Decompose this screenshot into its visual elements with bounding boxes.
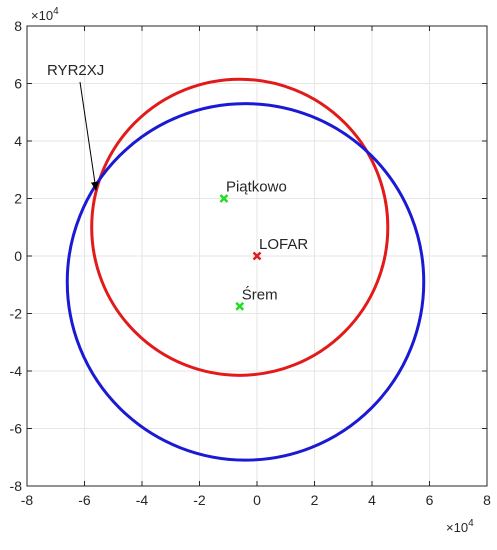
marker-piątkowo <box>219 194 229 203</box>
y-tick-label: 4 <box>14 133 22 149</box>
station-markers: LOFAR Piątkowo Śrem <box>219 179 308 311</box>
y-axis-ticks: -8 -6 -4 -2 0 2 4 6 8 <box>10 18 487 494</box>
y-tick-label: 8 <box>14 18 22 34</box>
annotation-label: RYR2XJ <box>47 62 104 79</box>
x-tick-label: 0 <box>253 492 261 508</box>
y-tick-label: -2 <box>10 306 23 322</box>
blue-range-circle <box>65 102 426 462</box>
x-tick-label: 8 <box>483 492 491 508</box>
x-tick-label: 4 <box>368 492 376 508</box>
marker-stroke <box>252 251 262 261</box>
x-axis-ticks: -8 -6 -4 -2 0 2 4 6 8 <box>21 26 491 508</box>
label-lofar: LOFAR <box>259 236 308 253</box>
label-piątkowo: Piątkowo <box>226 179 287 196</box>
x-tick-label: -6 <box>78 492 91 508</box>
marker-lofar <box>252 251 262 261</box>
y-tick-label: -4 <box>10 363 23 379</box>
marker-stroke <box>235 301 245 311</box>
y-tick-label: 6 <box>14 76 22 92</box>
marker-śrem <box>235 301 245 311</box>
marker-stroke <box>219 194 229 203</box>
annotations: RYR2XJ <box>47 62 104 191</box>
range-circles <box>65 77 426 462</box>
x-exponent-label: ×104 <box>446 518 474 535</box>
x-tick-label: -2 <box>193 492 206 508</box>
y-tick-label: -6 <box>10 421 23 437</box>
y-tick-label: 0 <box>14 248 22 264</box>
x-tick-label: -8 <box>21 492 34 508</box>
x-tick-label: 6 <box>426 492 434 508</box>
annotation-arrow <box>79 81 99 191</box>
y-tick-label: -8 <box>10 478 23 494</box>
x-tick-label: 2 <box>311 492 319 508</box>
x-tick-label: -4 <box>136 492 149 508</box>
y-exponent-label: ×104 <box>31 6 59 23</box>
red-range-circle <box>90 77 390 377</box>
y-tick-label: 2 <box>14 191 22 207</box>
label-śrem: Śrem <box>242 285 278 303</box>
